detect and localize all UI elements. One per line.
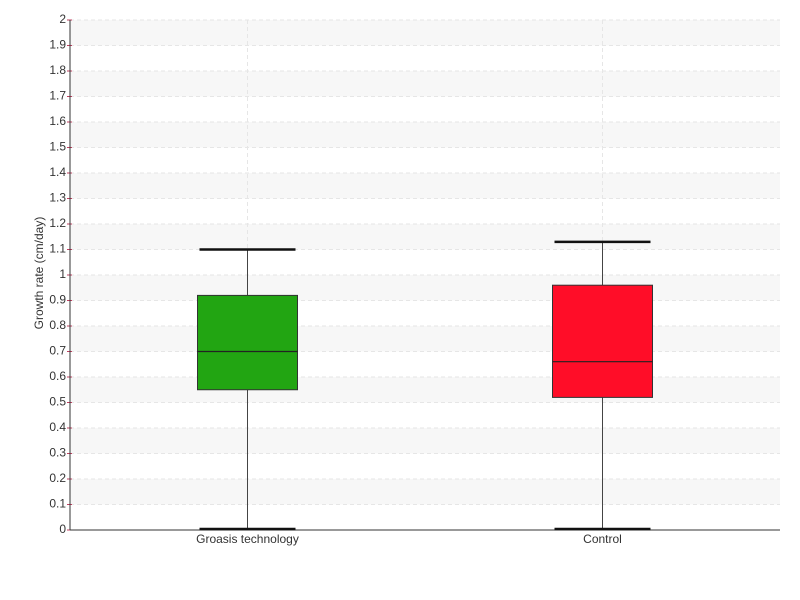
y-tick-label: 0.3 [49, 446, 66, 460]
y-tick-label: 1.6 [49, 114, 66, 128]
y-tick-label: 0 [59, 522, 66, 536]
y-tick-label: 1.5 [49, 140, 66, 154]
y-tick-label: 1.2 [49, 216, 66, 230]
y-tick-label: 0.8 [49, 318, 66, 332]
grid-band [70, 479, 780, 505]
y-axis-label: Growth rate (cm/day) [32, 217, 46, 330]
grid-band [70, 428, 780, 454]
y-tick-label: 0.1 [49, 497, 66, 511]
y-tick-label: 0.9 [49, 293, 66, 307]
x-tick-label: Groasis technology [196, 532, 299, 546]
y-tick-label: 1.8 [49, 63, 66, 77]
y-tick-label: 1.4 [49, 165, 66, 179]
y-tick-label: 2 [59, 12, 66, 26]
y-tick-label: 0.7 [49, 344, 66, 358]
box [552, 284, 653, 398]
grid-band [70, 20, 780, 46]
box [197, 294, 298, 391]
grid-band [70, 122, 780, 148]
y-tick-label: 1.3 [49, 191, 66, 205]
grid-band [70, 377, 780, 403]
y-tick-label: 0.6 [49, 369, 66, 383]
y-tick-label: 1.7 [49, 89, 66, 103]
y-tick-label: 0.4 [49, 420, 66, 434]
y-tick-label: 1 [59, 267, 66, 281]
y-tick-label: 0.5 [49, 395, 66, 409]
y-tick-label: 1.1 [49, 242, 66, 256]
y-tick-label: 1.9 [49, 38, 66, 52]
grid-band [70, 71, 780, 97]
grid-band [70, 326, 780, 352]
x-tick-label: Control [583, 532, 622, 546]
grid-band [70, 173, 780, 199]
y-tick-label: 0.2 [49, 471, 66, 485]
grid-band [70, 224, 780, 250]
grid-band [70, 275, 780, 301]
